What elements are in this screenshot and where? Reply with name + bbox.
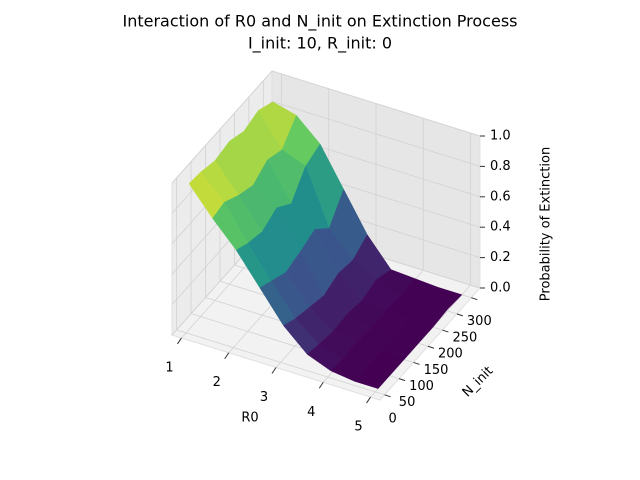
y-tick-label: 0 (388, 411, 396, 426)
grid-line (271, 70, 481, 137)
grid-line (176, 329, 385, 396)
y-tick-label: 50 (399, 395, 416, 410)
y-tick-label: 100 (409, 379, 434, 394)
grid-line (171, 70, 273, 184)
y-tick (442, 329, 449, 333)
z-tick-label: 0.6 (490, 189, 511, 204)
z-tick-label: 0.8 (490, 159, 511, 174)
y-tick (398, 378, 406, 382)
z-tick-label: 0.0 (490, 281, 511, 296)
x-tick (271, 367, 277, 374)
x-tick (318, 381, 324, 389)
surface-patch (353, 368, 391, 389)
x-tick-label: 5 (354, 420, 362, 435)
z-tick-label: 0.4 (490, 220, 511, 235)
z-tick-label: 1.0 (490, 129, 511, 144)
x-tick-label: 4 (307, 405, 315, 420)
x-tick (177, 337, 182, 345)
grid-line (271, 101, 481, 167)
z-tick-label: 0.2 (490, 250, 511, 265)
y-tick-label: 200 (438, 347, 463, 362)
x-tick-label: 3 (260, 390, 268, 405)
y-tick (384, 394, 391, 398)
y-tick-label: 150 (424, 363, 449, 378)
chart-subtitle: I_init: 10, R_init: 0 (248, 34, 392, 54)
y-tick-label: 250 (452, 330, 477, 345)
y-tick (427, 345, 435, 349)
y-axis-label: N_init (460, 364, 497, 401)
chart-title: Interaction of R0 and N_init on Extincti… (122, 12, 517, 32)
y-tick (413, 361, 420, 365)
x-tick-label: 2 (213, 375, 221, 390)
z-axis-label: Probability of Extinction (539, 147, 554, 301)
x-axis-label: R0 (241, 411, 258, 426)
x-tick (224, 352, 230, 360)
y-tick (456, 313, 464, 317)
x-tick (366, 396, 371, 404)
y-tick (471, 297, 478, 301)
x-tick-label: 1 (165, 360, 173, 375)
y-tick-label: 300 (467, 314, 492, 329)
